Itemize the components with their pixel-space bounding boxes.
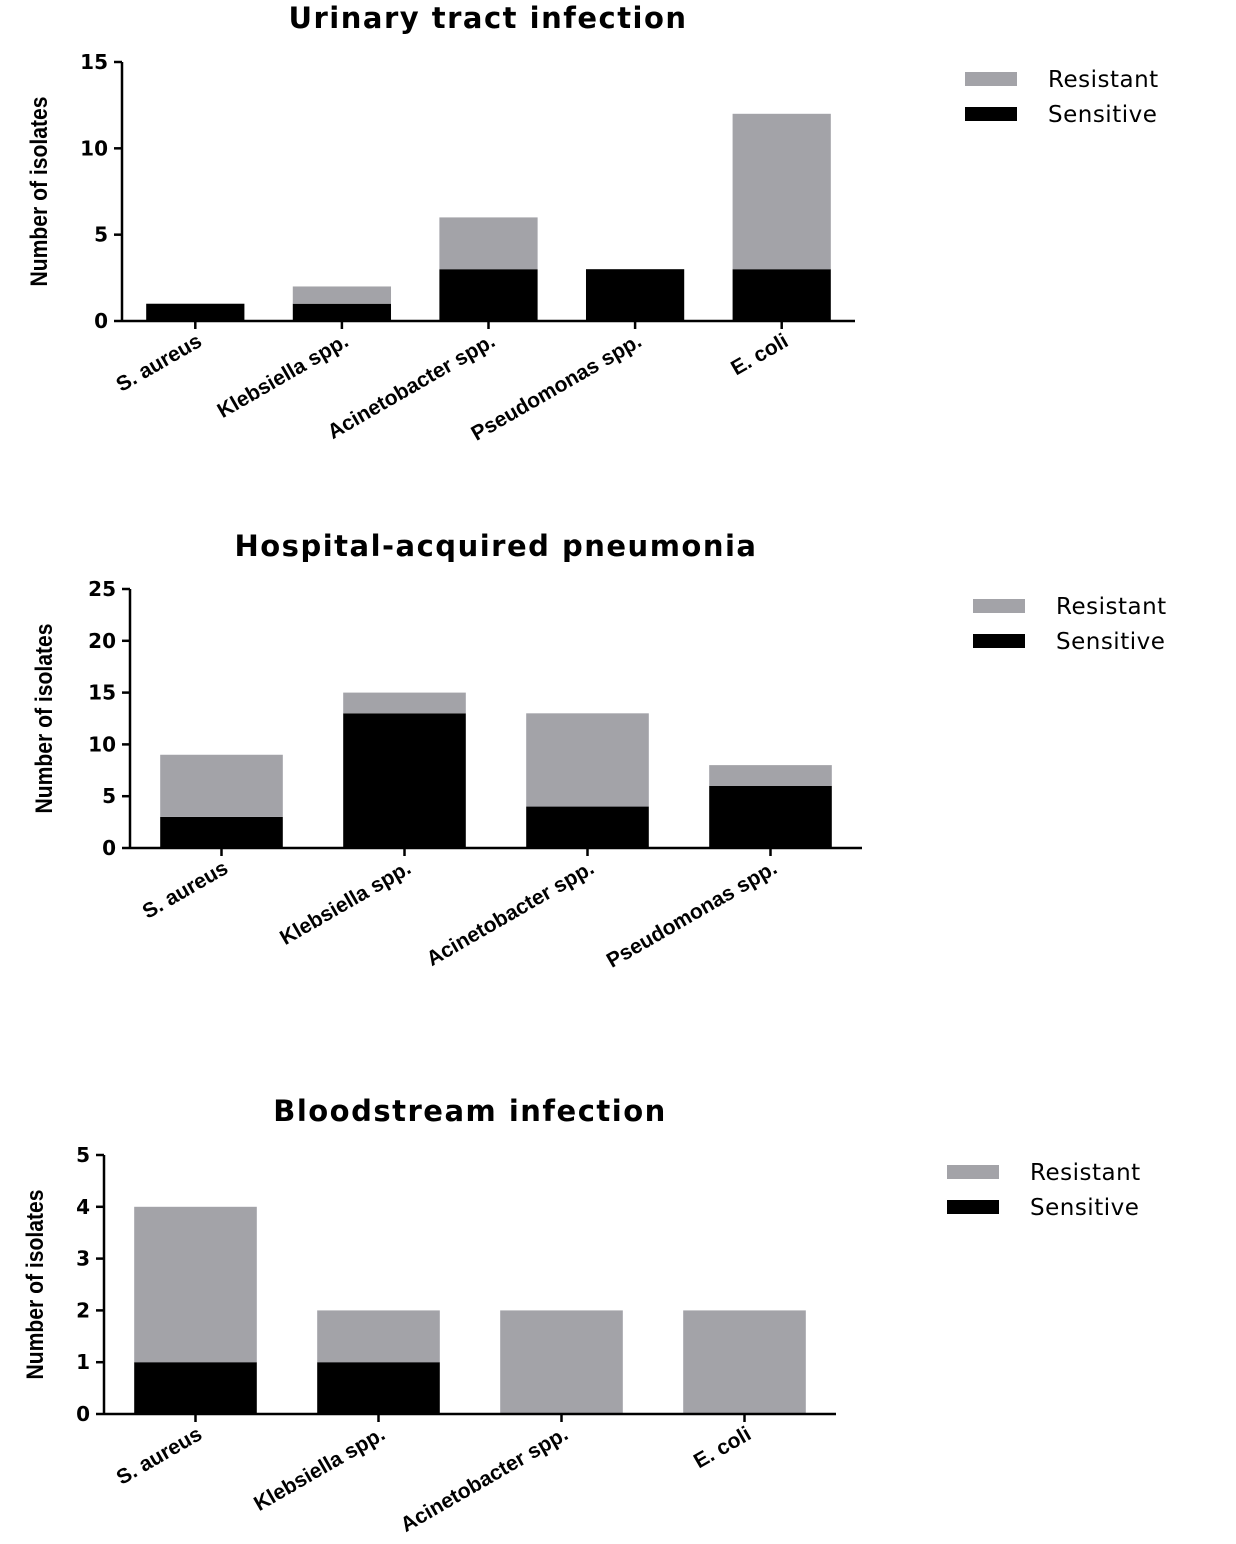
y-tick-label: 3 bbox=[76, 1247, 90, 1271]
x-tick-label-e-coli: E. coli bbox=[727, 329, 792, 380]
x-tick-label-s-aureus: S. aureus bbox=[112, 329, 205, 396]
bar-s-aureus-sensitive bbox=[160, 816, 283, 848]
bar-pseudomonas-spp-sensitive bbox=[585, 269, 685, 321]
bar-acinetobacter-spp-sensitive bbox=[439, 269, 538, 321]
bar-acinetobacter-spp-resistant bbox=[526, 713, 649, 807]
x-tick-label-klebsiella-spp: Klebsiella spp. bbox=[276, 856, 415, 949]
chart-3: Bloodstream infection Number of isolates 0… bbox=[22, 1094, 1141, 1537]
bar-e-coli-resistant bbox=[732, 113, 831, 270]
y-tick-label: 5 bbox=[102, 784, 116, 808]
y-tick-label: 5 bbox=[76, 1143, 90, 1167]
y-axis-title: Number of isolates bbox=[22, 1190, 49, 1380]
x-tick-label-e-coli: E. coli bbox=[690, 1422, 755, 1473]
y-axis-title: Number of isolates bbox=[26, 97, 53, 287]
y-axis-title: Number of isolates bbox=[31, 624, 58, 814]
x-tick-label-s-aureus: S. aureus bbox=[113, 1422, 206, 1489]
bar-e-coli-sensitive bbox=[732, 269, 831, 321]
bar-s-aureus-sensitive bbox=[134, 1362, 257, 1414]
y-tick-label: 25 bbox=[88, 577, 116, 601]
y-tick-label: 15 bbox=[80, 50, 108, 74]
legend-swatch-sensitive bbox=[973, 634, 1025, 648]
legend-swatch-resistant bbox=[965, 72, 1017, 86]
legend-swatch-sensitive bbox=[965, 107, 1017, 121]
y-tick-label: 0 bbox=[94, 309, 108, 333]
bar-klebsiella-spp-resistant bbox=[317, 1310, 440, 1363]
y-tick-label: 15 bbox=[88, 681, 116, 705]
bar-klebsiella-spp-resistant bbox=[343, 692, 466, 714]
bar-acinetobacter-spp-resistant bbox=[439, 217, 538, 270]
y-tick-label: 1 bbox=[76, 1350, 90, 1374]
legend-swatch-resistant bbox=[947, 1165, 999, 1179]
legend-label-sensitive: Sensitive bbox=[1056, 629, 1165, 655]
y-tick-label: 5 bbox=[94, 223, 108, 247]
legend-label-resistant: Resistant bbox=[1048, 67, 1159, 93]
bar-s-aureus-sensitive bbox=[146, 303, 245, 321]
bar-klebsiella-spp-sensitive bbox=[343, 713, 466, 848]
y-tick-label: 20 bbox=[88, 629, 116, 653]
bar-acinetobacter-spp-sensitive bbox=[526, 806, 649, 848]
bar-e-coli-resistant bbox=[683, 1310, 806, 1414]
legend-label-sensitive: Sensitive bbox=[1030, 1195, 1139, 1221]
legend-label-sensitive: Sensitive bbox=[1048, 102, 1157, 128]
bar-s-aureus-resistant bbox=[134, 1206, 257, 1363]
x-tick-label-acinetobacter-spp: Acinetobacter spp. bbox=[397, 1422, 572, 1536]
x-tick-label-s-aureus: S. aureus bbox=[139, 856, 232, 923]
bar-pseudomonas-spp-resistant bbox=[709, 765, 832, 786]
x-tick-label-pseudomonas-spp: Pseudomonas spp. bbox=[603, 856, 781, 972]
bar-klebsiella-spp-sensitive bbox=[317, 1362, 440, 1414]
legend-label-resistant: Resistant bbox=[1056, 594, 1167, 620]
bar-klebsiella-spp-resistant bbox=[292, 286, 392, 304]
legend-swatch-resistant bbox=[973, 599, 1025, 613]
x-tick-label-klebsiella-spp: Klebsiella spp. bbox=[250, 1422, 389, 1515]
bar-pseudomonas-spp-sensitive bbox=[709, 785, 832, 848]
chart-title: Bloodstream infection bbox=[273, 1094, 667, 1128]
legend-label-resistant: Resistant bbox=[1030, 1160, 1141, 1186]
y-tick-label: 2 bbox=[76, 1298, 90, 1322]
chart-title: Hospital-acquired pneumonia bbox=[234, 529, 757, 563]
chart-1: Urinary tract infection Number of isolate… bbox=[26, 1, 1159, 446]
chart-title: Urinary tract infection bbox=[288, 1, 687, 35]
y-tick-label: 10 bbox=[88, 732, 116, 756]
bar-s-aureus-resistant bbox=[160, 754, 283, 817]
x-tick-label-klebsiella-spp: Klebsiella spp. bbox=[214, 329, 353, 422]
bar-acinetobacter-spp-resistant bbox=[500, 1310, 623, 1414]
x-tick-label-acinetobacter-spp: Acinetobacter spp. bbox=[423, 856, 598, 970]
y-tick-label: 0 bbox=[76, 1402, 90, 1426]
legend-swatch-sensitive bbox=[947, 1200, 999, 1214]
bar-klebsiella-spp-sensitive bbox=[292, 303, 392, 321]
y-tick-label: 4 bbox=[76, 1195, 90, 1219]
y-tick-label: 10 bbox=[80, 136, 108, 160]
chart-2: Hospital-acquired pneumonia Number of iso… bbox=[31, 529, 1167, 973]
y-tick-label: 0 bbox=[102, 836, 116, 860]
